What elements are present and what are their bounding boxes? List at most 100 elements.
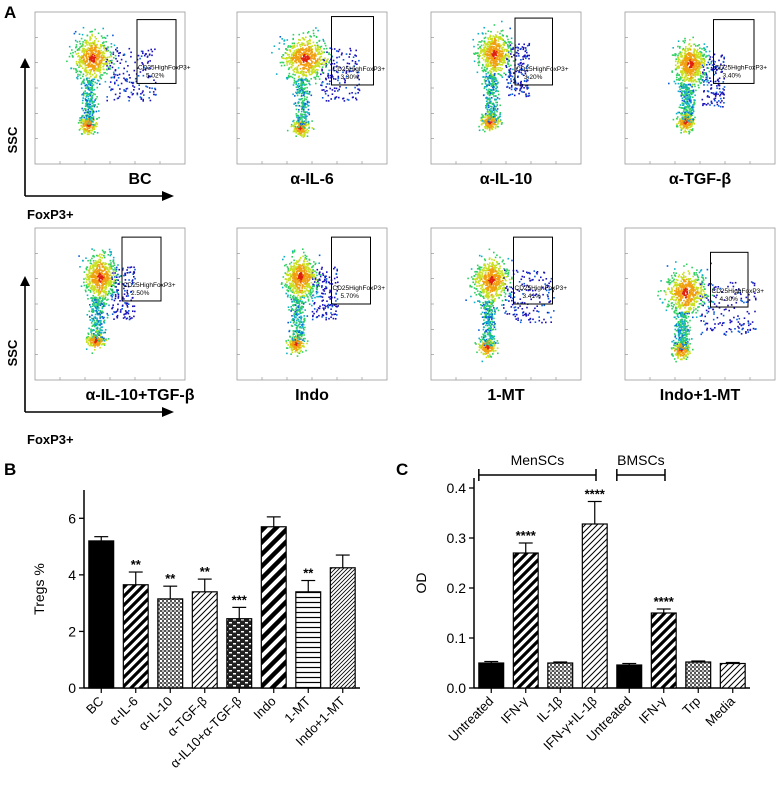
density-dots xyxy=(271,27,361,138)
flow-plot-name: Indo+1-MT xyxy=(660,387,741,404)
panel-label-c: C xyxy=(396,460,408,479)
y-tick-label: 2 xyxy=(68,623,76,639)
gate-percent: 5.70% xyxy=(341,293,360,300)
category-label: Media xyxy=(702,693,738,729)
density-dots xyxy=(657,261,757,363)
gate-percent: 3.41% xyxy=(523,293,542,300)
flow-plot-name: BC xyxy=(128,171,152,188)
category-label: 1-MT xyxy=(281,693,313,725)
y-tick-label: 0 xyxy=(68,680,76,696)
y-axis-label: Tregs % xyxy=(31,563,47,615)
gate-label: CD25HighFoxP3+ xyxy=(712,288,765,295)
flow-plot: CD25HighFoxP3+3.20% α-IL-10 xyxy=(430,11,582,188)
significance-mark: **** xyxy=(516,528,537,543)
ssc-axis-label: SSC xyxy=(5,126,20,153)
bar xyxy=(478,662,505,689)
significance-mark: **** xyxy=(585,487,606,502)
gate-box xyxy=(713,19,755,84)
gate-percent: 3.40% xyxy=(723,72,742,79)
flow-axes: SSC FoxP3+ xyxy=(5,58,174,222)
y-tick-label: 0.3 xyxy=(447,530,467,546)
bar xyxy=(719,662,746,689)
significance-mark: ** xyxy=(200,564,211,579)
y-tick-label: 0.4 xyxy=(447,480,467,496)
significance-mark: *** xyxy=(232,592,248,607)
bar xyxy=(616,664,643,689)
flow-axes: SSC FoxP3+ xyxy=(5,276,174,447)
bar xyxy=(685,661,712,689)
bar xyxy=(122,584,149,689)
gate-label: CD25HighFoxP3+ xyxy=(333,285,386,292)
gate-box xyxy=(514,17,553,86)
bar xyxy=(650,612,677,689)
flow-plot-name: 1-MT xyxy=(487,387,525,404)
flow-plot-frame xyxy=(236,11,388,165)
category-label: IL-1β xyxy=(534,694,566,726)
gate-label: CD25HighFoxP3+ xyxy=(516,66,569,73)
gate-box xyxy=(136,19,177,84)
significance-mark: ** xyxy=(131,557,142,572)
panel-label-a: A xyxy=(4,3,16,22)
flow-plot: CD25HighFoxP3+3.40% α-TGF-β xyxy=(624,11,776,188)
gate-percent: 4.30% xyxy=(720,296,739,303)
bar xyxy=(329,567,356,689)
flow-plot-frame xyxy=(624,11,776,165)
flow-plot-frame xyxy=(34,11,186,165)
group-label: MenSCs xyxy=(511,452,565,468)
bar xyxy=(295,591,322,689)
category-label: IFN-γ xyxy=(636,693,669,726)
gate-percent: 5.02% xyxy=(146,72,165,79)
flow-plot-frame xyxy=(430,227,582,381)
gate-box xyxy=(513,236,553,305)
gate-box xyxy=(331,236,371,305)
flow-plot-frame xyxy=(34,227,186,381)
density-dots xyxy=(78,248,136,354)
category-label: IFN-γ xyxy=(498,693,531,726)
flow-plot-frame xyxy=(430,11,582,165)
flow-plot-name: Indo xyxy=(295,387,329,404)
category-label: Trp xyxy=(679,694,703,718)
bar xyxy=(157,598,184,689)
flow-plot: CD25HighFoxP3+3.30% α-IL-6 xyxy=(236,11,388,188)
density-dots xyxy=(668,36,726,135)
bar xyxy=(581,523,608,689)
bar xyxy=(191,591,218,689)
y-tick-label: 0.0 xyxy=(447,680,467,696)
gate-label: CD25HighFoxP3+ xyxy=(333,66,386,73)
bar xyxy=(260,526,287,689)
bar xyxy=(226,618,253,689)
significance-mark: **** xyxy=(654,594,675,609)
significance-mark: ** xyxy=(165,571,176,586)
category-label: BC xyxy=(83,694,106,717)
gate-label: CD25HighFoxP3+ xyxy=(123,282,176,289)
gate-box xyxy=(121,236,162,302)
significance-mark: ** xyxy=(303,566,314,581)
category-label: Indo xyxy=(250,694,279,723)
flow-plot: CD25HighFoxP3+5.02% BC xyxy=(34,11,191,188)
flow-plot: CD25HighFoxP3+3.41% 1-MT xyxy=(430,227,582,404)
panel-label-b: B xyxy=(4,460,16,479)
y-tick-label: 0.1 xyxy=(447,630,467,646)
flow-cytometry-panel: CD25HighFoxP3+5.02%BCCD25HighFoxP3+3.30%… xyxy=(5,11,776,447)
flow-plot-name: α-IL-6 xyxy=(290,171,334,188)
gate-percent: 3.30% xyxy=(341,74,360,81)
foxp3-axis-label: FoxP3+ xyxy=(27,207,74,222)
bar xyxy=(88,540,115,689)
ssc-axis-label: SSC xyxy=(5,339,20,366)
density-dots xyxy=(472,20,531,133)
flow-plot-name: α-TGF-β xyxy=(669,171,731,188)
gate-percent: 3.20% xyxy=(524,74,543,81)
flow-plot: CD25HighFoxP3+2.50% α-IL-10+TGF-β xyxy=(34,227,195,404)
y-tick-label: 4 xyxy=(68,567,76,583)
gate-percent: 2.50% xyxy=(131,290,150,297)
gate-label: CD25HighFoxP3+ xyxy=(138,64,191,71)
density-dots xyxy=(465,248,555,363)
gate-box xyxy=(331,16,374,86)
y-axis-label: OD xyxy=(413,573,429,594)
gate-label: CD25HighFoxP3+ xyxy=(715,64,768,71)
y-tick-label: 6 xyxy=(68,510,76,526)
flow-plot: CD25HighFoxP3+4.30% Indo+1-MT xyxy=(624,227,776,404)
